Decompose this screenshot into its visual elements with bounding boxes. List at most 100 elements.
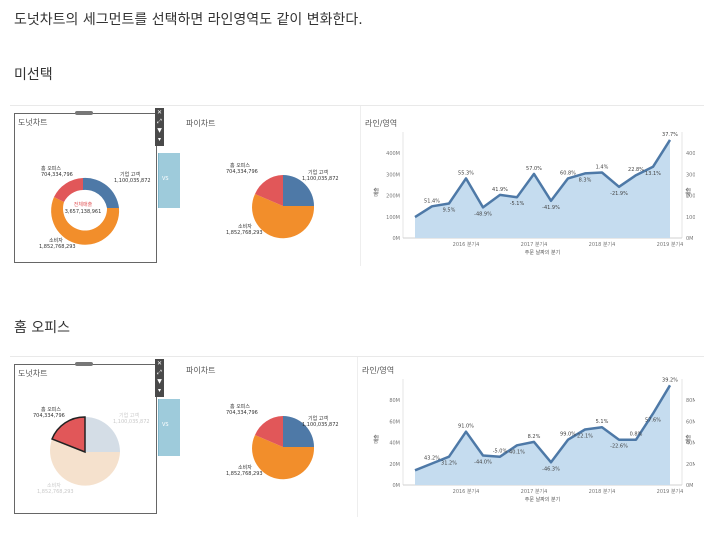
pie-slice-consumer[interactable] xyxy=(252,435,315,480)
panel-toolbar[interactable]: ✕ ⤢ ▼ ▾ xyxy=(155,359,164,397)
pie-label-corporate-name: 기업 고객 xyxy=(308,169,328,176)
pie-label-home-office-value: 704,334,796 xyxy=(226,169,258,175)
label-consumer-value: 1,852,768,293 xyxy=(37,489,74,495)
more-icon[interactable]: ▾ xyxy=(157,387,161,394)
y-axis-title: 매출 xyxy=(373,434,380,444)
panel-divider xyxy=(357,357,358,517)
donut-chart-panel[interactable]: 도넛차트 홈 오피스 704,334,796 기업 고객 1,100,035,8… xyxy=(14,362,157,515)
filter-icon[interactable]: ▼ xyxy=(157,127,162,134)
donut-slice-home-office[interactable] xyxy=(54,178,83,202)
y-tick-label-right: 0M xyxy=(686,236,694,242)
data-label: 43.2% xyxy=(424,455,440,461)
pie-slice-corporate[interactable] xyxy=(283,416,314,447)
pie-slice-home-office[interactable] xyxy=(255,175,283,206)
line-panel-title: 라인/영역 xyxy=(365,119,398,128)
slider-label: VS xyxy=(162,176,169,182)
label-home-office-value: 704,334,796 xyxy=(33,413,65,419)
label-home-office-value: 704,334,796 xyxy=(41,172,73,178)
pie-label-consumer-value: 1,852,768,293 xyxy=(226,230,263,236)
x-tick-label: 2016 분기4 xyxy=(453,488,480,495)
pie-panel-title: 파이차트 xyxy=(186,119,216,128)
pie-slice-corporate[interactable] xyxy=(283,175,314,206)
section-title-home-office: 홈 오피스 xyxy=(14,320,70,336)
y-axis-title-right: 매출 xyxy=(685,187,692,197)
data-label: -5.0% xyxy=(493,449,508,455)
y-tick-label: 200M xyxy=(386,194,400,200)
pie-panel-title: 파이차트 xyxy=(186,366,216,375)
pie-label-home-office-name: 홈 오피스 xyxy=(230,403,250,410)
data-label: 0.8% xyxy=(630,432,643,438)
filter-icon[interactable]: ▼ xyxy=(157,378,162,385)
pie-chart[interactable]: 홈 오피스 704,334,796 기업 고객 1,100,035,872 소비… xyxy=(210,131,360,261)
y-tick-label-right: 0M xyxy=(686,483,694,489)
dashboard-unselected: 도넛차트 전체매출 3,657,138,961 홈 오피스 704,334,79… xyxy=(10,105,704,267)
donut-slice-corporate[interactable] xyxy=(85,417,120,452)
x-tick-label: 2018 분기4 xyxy=(589,488,616,495)
donut-chart-panel[interactable]: 도넛차트 전체매출 3,657,138,961 홈 오피스 704,334,79… xyxy=(14,111,157,264)
y-axis-title: 매출 xyxy=(373,187,380,197)
area-fill xyxy=(415,385,670,485)
drag-handle[interactable] xyxy=(75,362,93,366)
expand-icon[interactable]: ⤢ xyxy=(157,118,162,125)
pie-label-consumer-name: 소비자 xyxy=(238,464,252,471)
data-label: -46.3% xyxy=(542,466,560,472)
donut-panel-title: 도넛차트 xyxy=(18,369,48,378)
donut-slice-consumer[interactable] xyxy=(51,197,120,245)
y-tick-label-right: 80M xyxy=(686,398,695,404)
data-label: 22.8% xyxy=(628,167,644,173)
x-tick-label: 2018 분기4 xyxy=(589,241,616,248)
filter-slider-panel[interactable]: VS xyxy=(158,399,180,456)
donut-center-value: 3,657,138,961 xyxy=(65,209,102,215)
y-tick-label: 20M xyxy=(389,462,400,468)
x-axis-title: 주문 날짜의 분기 xyxy=(525,496,560,503)
data-label: 8.3% xyxy=(579,177,592,183)
y-tick-label-right: 40M xyxy=(686,441,695,447)
expand-icon[interactable]: ⤢ xyxy=(157,369,162,376)
data-label: -21.9% xyxy=(610,191,628,197)
pie-slice-consumer[interactable] xyxy=(252,194,315,239)
more-icon[interactable]: ▾ xyxy=(157,136,161,143)
data-label: 5.1% xyxy=(596,419,609,425)
y-tick-label-right: 60M xyxy=(686,419,695,425)
data-label: 40.1% xyxy=(509,449,525,455)
panel-divider xyxy=(360,106,361,266)
donut-slice-home-office[interactable] xyxy=(51,416,86,454)
line-area-chart[interactable]: 0M 0M 100M 100M 200M 200M 300M 300M 400M 400M 매출 매출… xyxy=(360,128,695,270)
label-corporate-value: 1,100,035,872 xyxy=(113,419,150,425)
x-axis-title: 주문 날짜의 분기 xyxy=(525,249,560,256)
y-tick-label-right: 300M xyxy=(686,172,695,178)
close-icon[interactable]: ✕ xyxy=(156,360,163,367)
y-tick-label: 100M xyxy=(386,215,400,221)
pie-label-home-office-name: 홈 오피스 xyxy=(230,162,250,169)
donut-chart-selected[interactable]: 홈 오피스 704,334,796 기업 고객 1,100,035,872 소비… xyxy=(15,375,156,515)
label-consumer-name: 소비자 xyxy=(47,482,61,489)
series-line xyxy=(414,384,672,472)
donut-slice-consumer[interactable] xyxy=(50,439,121,486)
panel-toolbar[interactable]: ✕ ⤢ ▼ ▾ xyxy=(155,108,164,146)
data-label: 8.2% xyxy=(528,434,541,440)
pie-slice-home-office[interactable] xyxy=(255,416,283,447)
y-tick-label-right: 100M xyxy=(686,215,695,221)
filter-slider-panel[interactable]: VS xyxy=(158,153,180,208)
data-label: 1.4% xyxy=(596,164,609,170)
pie-label-corporate-value: 1,100,035,872 xyxy=(302,176,339,182)
data-label: 13.1% xyxy=(645,171,661,177)
x-tick-label: 2016 분기4 xyxy=(453,241,480,248)
y-tick-label: 300M xyxy=(386,172,400,178)
y-tick-label: 0M xyxy=(393,236,401,242)
donut-slice-corporate[interactable] xyxy=(83,177,119,208)
label-home-office-name: 홈 오피스 xyxy=(41,406,61,413)
line-area-chart[interactable]: 0M 0M 20M 20M 40M 40M 60M 60M 80M 80M 매출 매출 43.2%31.… xyxy=(360,375,695,517)
data-label: -48.9% xyxy=(474,211,492,217)
data-label: 37.7% xyxy=(662,132,678,138)
label-consumer-name: 소비자 xyxy=(49,237,63,244)
data-label: 9.5% xyxy=(443,208,456,214)
data-label: 60.8% xyxy=(560,170,576,176)
close-icon[interactable]: ✕ xyxy=(156,109,163,116)
drag-handle[interactable] xyxy=(75,111,93,115)
data-label: -5.1% xyxy=(510,201,525,207)
y-tick-label: 0M xyxy=(393,483,401,489)
pie-chart[interactable]: 홈 오피스 704,334,796 기업 고객 1,100,035,872 소비… xyxy=(210,377,360,507)
pie-label-corporate-name: 기업 고객 xyxy=(308,415,328,422)
donut-chart[interactable]: 전체매출 3,657,138,961 홈 오피스 704,334,796 기업 … xyxy=(15,124,156,264)
